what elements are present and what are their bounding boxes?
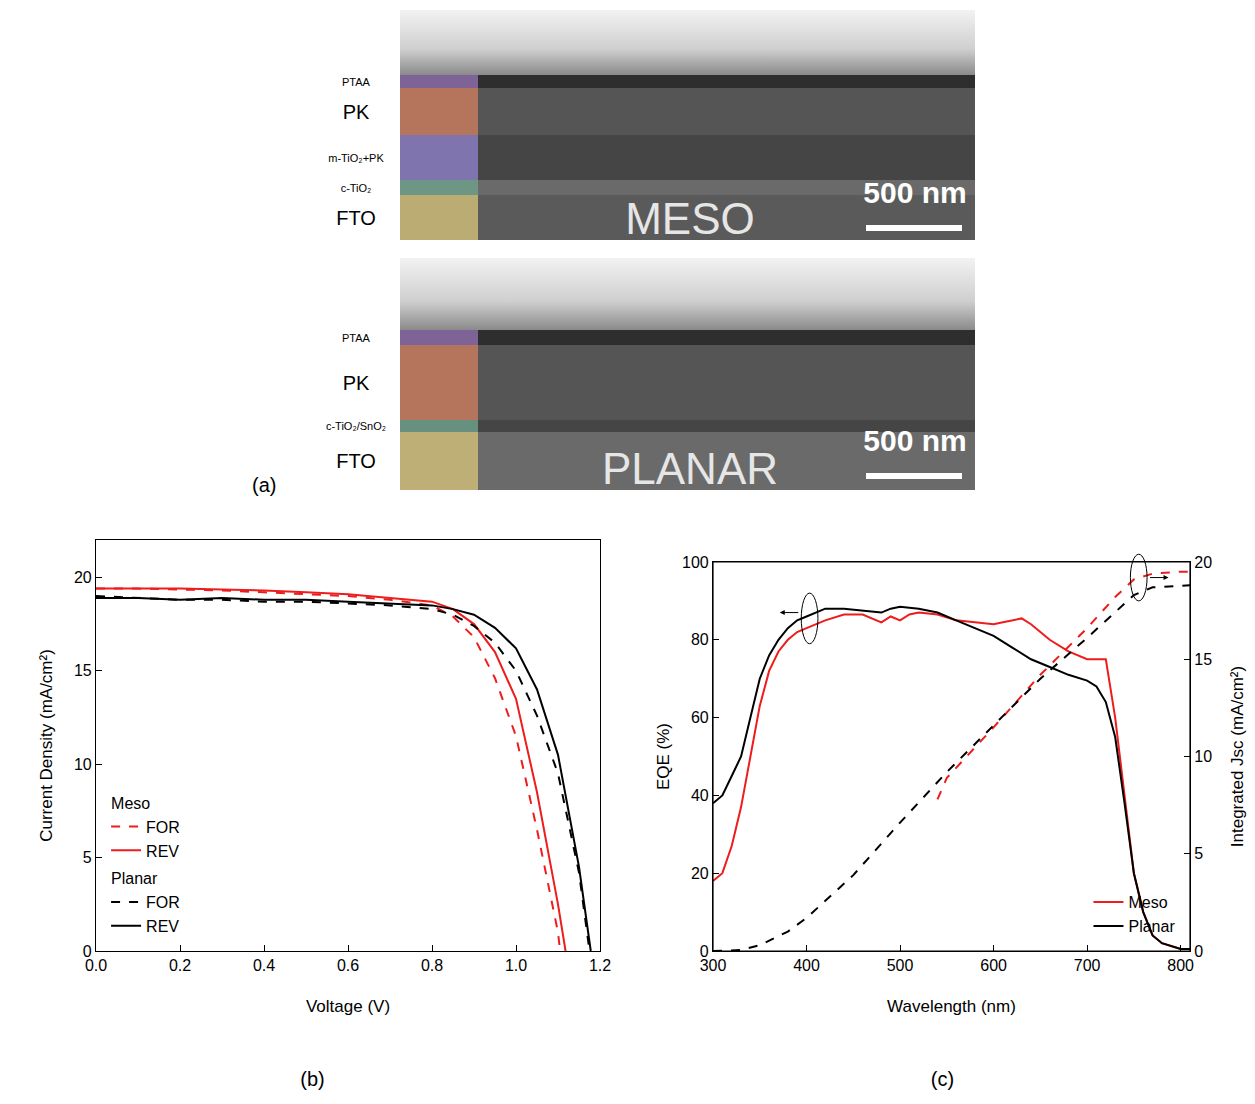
svg-text:10: 10 [1194,748,1212,765]
svg-text:Integrated Jsc (mA/cm²): Integrated Jsc (mA/cm²) [1228,666,1247,847]
svg-text:0.0: 0.0 [85,957,107,974]
svg-text:400: 400 [793,957,820,974]
svg-text:15: 15 [1194,651,1212,668]
svg-text:500 nm: 500 nm [863,176,966,209]
svg-text:10: 10 [74,756,92,773]
svg-text:PK: PK [343,372,370,394]
svg-text:500: 500 [887,957,914,974]
svg-text:Planar: Planar [111,870,158,887]
svg-text:PK: PK [343,101,370,123]
html-text:(c): (c) [930,1068,955,1090]
svg-text:Planar: Planar [1128,918,1175,935]
svg-text:5: 5 [83,849,92,866]
svg-text:600: 600 [980,957,1007,974]
svg-text:20: 20 [74,569,92,586]
svg-text:300: 300 [700,957,727,974]
svg-text:c-TiO₂: c-TiO₂ [341,182,372,194]
svg-text:60: 60 [691,709,709,726]
svg-text:0: 0 [1194,943,1203,960]
html-text:(b): (b) [300,1068,325,1090]
html-text:(a): (a) [252,474,277,496]
svg-text:800: 800 [1167,957,1194,974]
svg-text:40: 40 [691,787,709,804]
svg-text:700: 700 [1074,957,1101,974]
svg-text:FOR: FOR [146,819,180,836]
svg-text:1.0: 1.0 [505,957,527,974]
svg-text:0: 0 [700,943,709,960]
svg-text:REV: REV [146,843,179,860]
svg-text:0.8: 0.8 [421,957,443,974]
svg-text:100: 100 [682,554,709,571]
svg-text:FTO: FTO [336,207,376,229]
svg-text:500 nm: 500 nm [863,424,966,457]
svg-text:REV: REV [146,918,179,935]
svg-text:0.4: 0.4 [253,957,275,974]
svg-text:PTAA: PTAA [342,76,371,88]
svg-text:FOR: FOR [146,894,180,911]
svg-text:c-TiO₂/SnO₂: c-TiO₂/SnO₂ [326,420,386,432]
svg-text:PLANAR: PLANAR [602,444,778,493]
svg-text:MESO: MESO [625,194,755,243]
svg-text:Current Density (mA/cm²): Current Density (mA/cm²) [37,649,56,842]
svg-text:EQE (%): EQE (%) [654,723,673,790]
svg-text:Meso: Meso [1128,894,1167,911]
svg-text:80: 80 [691,631,709,648]
svg-text:0: 0 [83,943,92,960]
svg-text:FTO: FTO [336,450,376,472]
svg-text:Meso: Meso [111,795,150,812]
svg-text:0.6: 0.6 [337,957,359,974]
svg-text:20: 20 [1194,554,1212,571]
svg-text:m-TiO₂+PK: m-TiO₂+PK [328,152,384,164]
svg-text:Wavelength (nm): Wavelength (nm) [887,997,1016,1016]
svg-text:Voltage (V): Voltage (V) [306,997,390,1016]
svg-text:PTAA: PTAA [342,332,371,344]
svg-text:0.2: 0.2 [169,957,191,974]
svg-text:20: 20 [691,865,709,882]
svg-text:5: 5 [1194,845,1203,862]
svg-text:1.2: 1.2 [589,957,611,974]
svg-text:15: 15 [74,662,92,679]
